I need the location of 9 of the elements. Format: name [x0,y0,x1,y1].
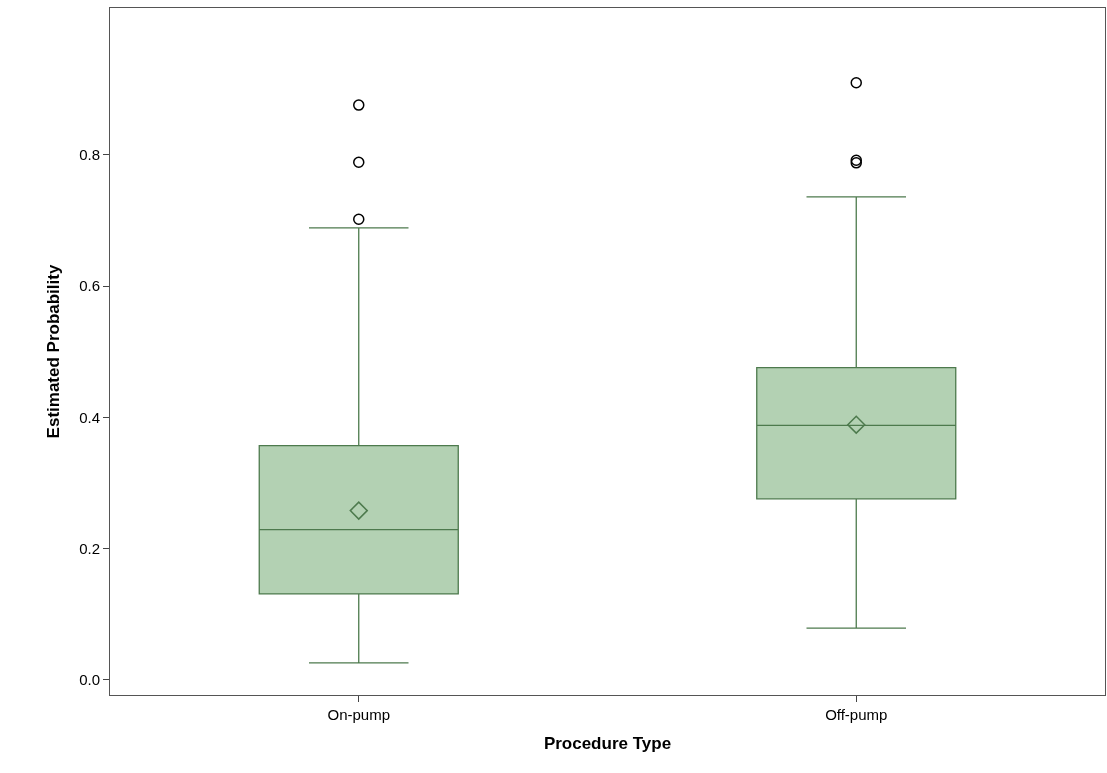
y-tick-label: 0.2 [79,539,100,557]
y-tick-label: 0.8 [79,146,100,164]
y-axis-title: Estimated Probability [43,264,63,439]
x-axis-title: Procedure Type [543,734,672,754]
y-tick-label: 0.0 [79,671,100,689]
x-tick-label: On-pump [327,706,391,723]
y-tick-label: 0.6 [79,277,100,295]
x-tick-label: Off-pump [825,706,888,723]
y-tick-label: 0.4 [79,408,100,426]
